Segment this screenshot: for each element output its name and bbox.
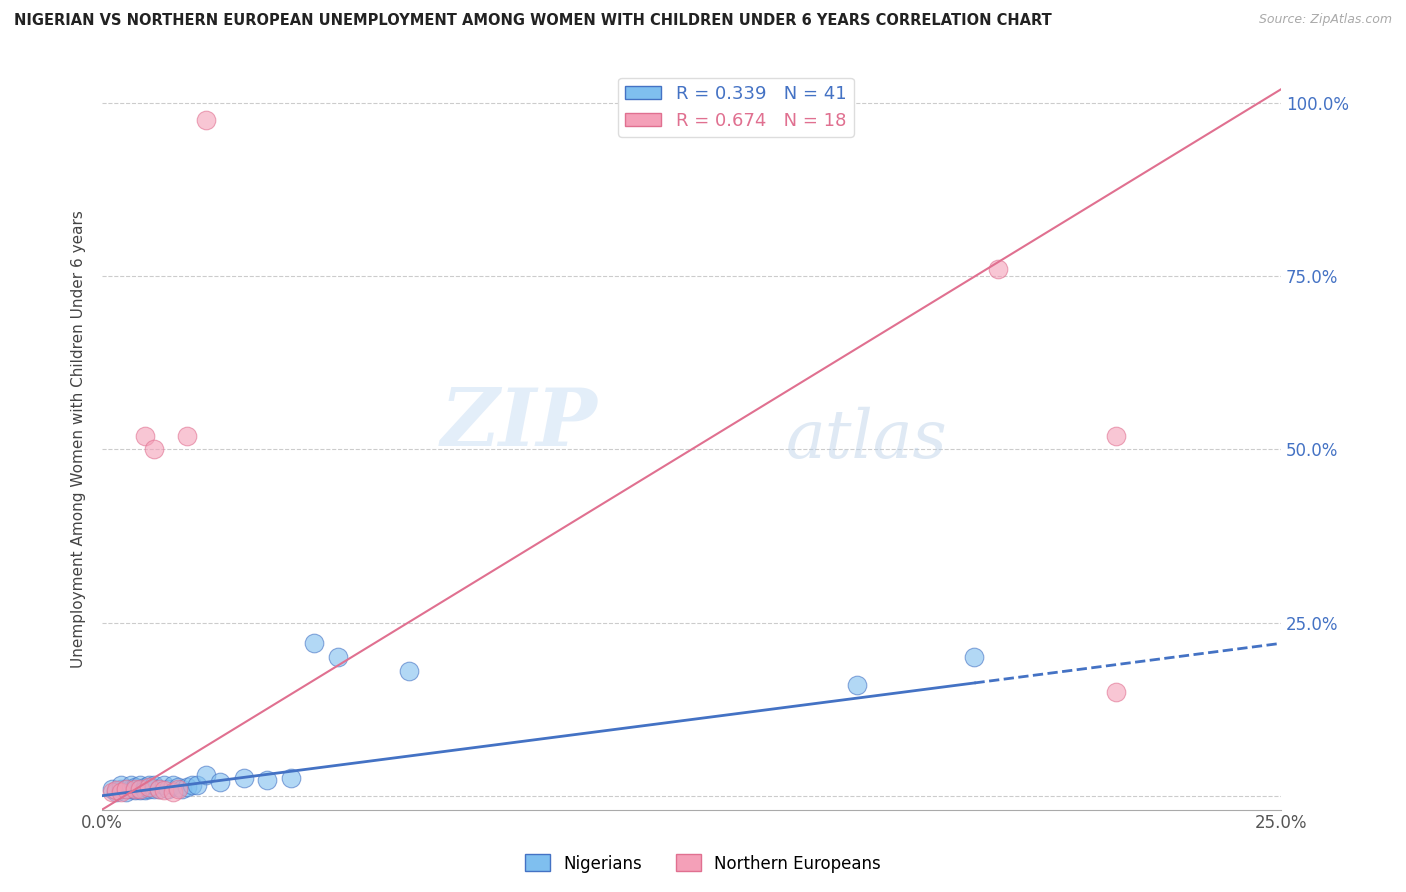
Point [129, 783, 152, 797]
Point [166, 780, 188, 795]
Point [232, 772, 254, 786]
Point [124, 781, 146, 796]
Point [134, 781, 156, 796]
Point [120, 781, 142, 796]
Point [209, 774, 232, 789]
Point [100, 785, 122, 799]
Point [124, 780, 146, 795]
Point [138, 780, 160, 795]
Point [100, 781, 122, 796]
Point [280, 772, 302, 786]
Point [176, 428, 198, 442]
Point [129, 778, 152, 792]
Point [134, 783, 156, 797]
Point [120, 778, 142, 792]
Point [845, 678, 868, 692]
Text: ZIP: ZIP [440, 385, 598, 463]
Point [987, 262, 1010, 277]
Point [129, 781, 152, 796]
Point [172, 781, 194, 796]
Point [256, 773, 278, 788]
Point [157, 781, 180, 796]
Point [124, 781, 146, 796]
Y-axis label: Unemployment Among Women with Children Under 6 years: Unemployment Among Women with Children U… [72, 211, 86, 668]
Point [148, 781, 170, 796]
Point [148, 781, 170, 796]
Point [129, 781, 152, 796]
Point [1105, 685, 1128, 699]
Point [194, 768, 217, 782]
Point [134, 428, 156, 442]
Point [134, 780, 156, 795]
Point [114, 785, 136, 799]
Point [143, 778, 166, 792]
Point [143, 442, 166, 457]
Point [166, 781, 188, 796]
Point [162, 778, 184, 792]
Point [110, 785, 132, 799]
Point [110, 781, 132, 796]
Text: Source: ZipAtlas.com: Source: ZipAtlas.com [1258, 13, 1392, 27]
Legend: R = 0.339   N = 41, R = 0.674   N = 18: R = 0.339 N = 41, R = 0.674 N = 18 [619, 78, 853, 137]
Point [114, 781, 136, 796]
Point [110, 778, 132, 792]
Point [176, 780, 198, 795]
Point [138, 778, 160, 792]
Point [138, 780, 160, 795]
Point [138, 781, 160, 796]
Legend: Nigerians, Northern Europeans: Nigerians, Northern Europeans [519, 847, 887, 880]
Point [1105, 428, 1128, 442]
Point [152, 783, 174, 797]
Point [105, 785, 128, 799]
Text: NIGERIAN VS NORTHERN EUROPEAN UNEMPLOYMENT AMONG WOMEN WITH CHILDREN UNDER 6 YEA: NIGERIAN VS NORTHERN EUROPEAN UNEMPLOYME… [14, 13, 1052, 29]
Point [180, 778, 202, 792]
Point [152, 778, 174, 792]
Point [186, 778, 208, 792]
Point [114, 781, 136, 796]
Point [326, 650, 349, 665]
Point [162, 785, 184, 799]
Text: atlas: atlas [786, 407, 948, 472]
Point [124, 783, 146, 797]
Point [398, 664, 420, 678]
Point [194, 113, 217, 128]
Point [105, 783, 128, 797]
Point [143, 781, 166, 796]
Point [304, 636, 326, 650]
Point [963, 650, 986, 665]
